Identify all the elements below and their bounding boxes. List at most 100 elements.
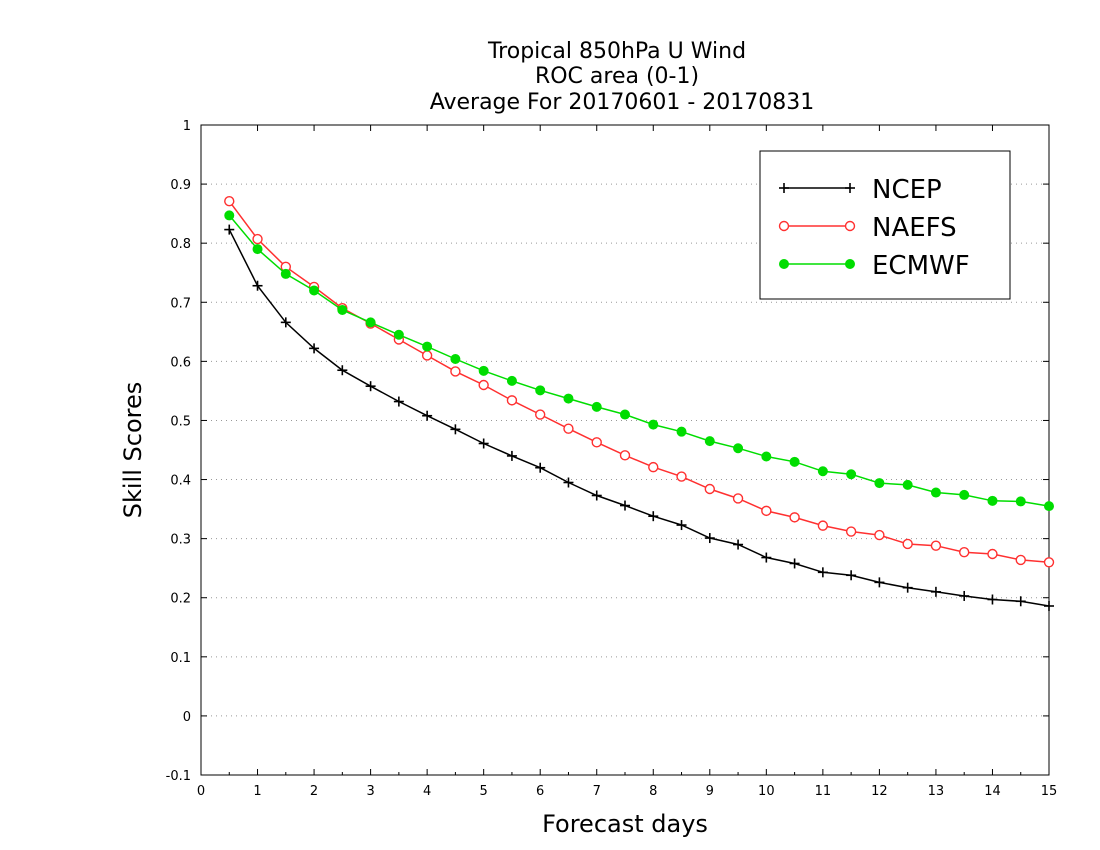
y-tick-label: 0.2 (170, 592, 191, 607)
y-axis-ticks: -0.1 0 0.1 0.2 0.3 0.4 0.5 0.6 0.7 0.8 0.9 1 (166, 119, 1049, 784)
legend-marker (845, 259, 855, 269)
x-tick-label: 9 (706, 784, 714, 799)
data-point-ecmwf (648, 419, 659, 430)
data-point-ecmwf (874, 478, 885, 489)
data-point-naefs (959, 547, 970, 558)
data-point-naefs (817, 520, 829, 531)
data-point-ecmwf (224, 210, 235, 221)
legend-entry-ecmwf: ECMWF (779, 251, 970, 281)
data-point-ecmwf (591, 401, 602, 412)
chart-title-line-2: ROC area (0-1) (535, 64, 699, 89)
x-axis-title: Forecast days (542, 810, 708, 838)
data-point-ncep (422, 410, 433, 421)
data-point-ncep (789, 558, 800, 569)
data-point-ncep (393, 396, 404, 407)
data-point-naefs (224, 196, 235, 207)
data-point-ncep (1015, 596, 1026, 607)
x-tick-label: 2 (310, 784, 318, 799)
y-tick-label: 0.7 (170, 296, 191, 311)
chart-title-line-3: Average For 20170601 - 20170831 (430, 90, 815, 115)
data-point-ecmwf (535, 385, 546, 396)
data-point-naefs (1015, 554, 1026, 566)
legend-entry-naefs: NAEFS (778, 213, 957, 243)
x-tick-label: 4 (423, 784, 431, 799)
legend-marker (779, 183, 789, 193)
data-point-ncep (817, 567, 828, 578)
data-point-ecmwf (506, 375, 517, 386)
legend-marker (778, 220, 790, 232)
data-point-ncep (761, 552, 772, 563)
data-point-naefs (874, 529, 885, 541)
data-point-ecmwf (620, 409, 630, 420)
data-point-ncep (959, 590, 970, 601)
data-point-naefs (421, 350, 433, 361)
legend-label: NAEFS (872, 213, 957, 243)
data-point-ncep (280, 317, 291, 328)
data-point-ncep (506, 450, 517, 461)
data-point-ecmwf (789, 456, 800, 467)
data-point-naefs (676, 471, 687, 482)
x-tick-label: 13 (928, 784, 945, 799)
data-point-naefs (902, 538, 913, 550)
data-point-ecmwf (676, 426, 687, 437)
data-point-ecmwf (761, 451, 772, 462)
data-point-ecmwf (563, 393, 574, 404)
x-tick-label: 0 (197, 784, 205, 799)
data-point-ncep (365, 381, 376, 392)
series-group (224, 196, 1055, 611)
y-tick-label: 0.4 (170, 474, 191, 489)
data-point-naefs (252, 233, 263, 245)
data-point-ncep (620, 500, 630, 511)
x-tick-label: 3 (366, 784, 374, 799)
data-point-ncep (1044, 601, 1054, 611)
data-point-ncep (733, 539, 744, 550)
x-tick-label: 7 (593, 784, 601, 799)
data-point-naefs (535, 409, 546, 420)
data-point-ecmwf (365, 317, 376, 328)
x-tick-label: 14 (984, 784, 1001, 799)
data-point-naefs (591, 437, 602, 448)
data-point-ncep (337, 365, 348, 376)
chart-title: Tropical 850hPa U Wind ROC area (0-1) Av… (430, 39, 815, 115)
data-point-ncep (902, 582, 913, 593)
data-point-ncep (252, 280, 263, 291)
data-point-naefs (789, 512, 800, 523)
data-point-ncep (874, 577, 885, 588)
x-tick-label: 12 (871, 784, 888, 799)
data-point-ecmwf (478, 365, 489, 376)
data-point-naefs (930, 540, 942, 551)
data-point-ecmwf (450, 354, 461, 364)
data-point-naefs (648, 461, 659, 473)
y-tick-label: 0.6 (170, 355, 191, 370)
x-tick-label: 8 (649, 784, 657, 799)
y-axis-title: Skill Scores (119, 382, 147, 519)
data-point-naefs (987, 548, 998, 560)
x-tick-label: 5 (480, 784, 488, 799)
legend-entries: NCEP NAEFS ECMWF (778, 175, 970, 281)
data-point-ecmwf (1015, 496, 1026, 507)
legend: NCEP NAEFS ECMWF (759, 150, 1011, 300)
y-tick-label: 0 (183, 710, 191, 725)
legend-box (759, 150, 1011, 300)
y-tick-label: 1 (183, 119, 191, 134)
data-point-naefs (732, 493, 744, 504)
data-point-ncep (704, 533, 715, 544)
data-point-ncep (563, 477, 574, 488)
y-tick-label: -0.1 (166, 769, 191, 784)
data-point-ncep (224, 224, 235, 235)
legend-entry-ncep: NCEP (779, 175, 942, 205)
x-tick-label: 6 (536, 784, 544, 799)
data-point-ncep (478, 438, 489, 449)
data-point-ecmwf (1044, 501, 1054, 512)
data-point-ecmwf (337, 304, 348, 315)
data-point-ecmwf (817, 466, 828, 477)
data-point-naefs (704, 483, 715, 495)
data-point-naefs (506, 395, 518, 406)
data-point-ncep (535, 462, 546, 473)
data-point-ncep (846, 570, 857, 581)
data-point-ecmwf (422, 341, 433, 352)
data-point-ncep (648, 511, 659, 522)
y-tick-label: 0.9 (170, 178, 191, 193)
data-point-ecmwf (393, 329, 404, 340)
